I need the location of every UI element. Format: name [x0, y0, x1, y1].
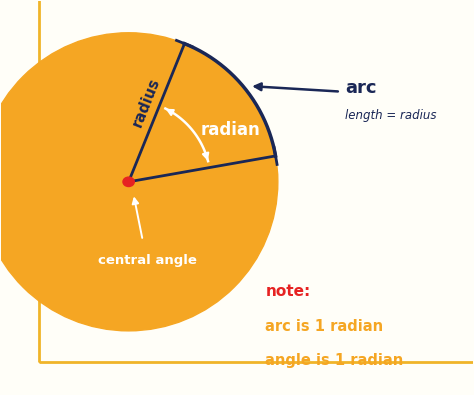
Circle shape — [123, 177, 134, 186]
Text: radian: radian — [201, 121, 261, 139]
Text: arc is 1 radian: arc is 1 radian — [265, 320, 383, 335]
Text: note:: note: — [265, 284, 310, 299]
Ellipse shape — [0, 33, 278, 331]
Text: length = radius: length = radius — [346, 109, 437, 122]
Text: radius: radius — [129, 75, 163, 129]
Text: arc: arc — [346, 79, 377, 97]
Text: central angle: central angle — [98, 254, 197, 267]
Text: angle is 1 radian: angle is 1 radian — [265, 353, 403, 368]
